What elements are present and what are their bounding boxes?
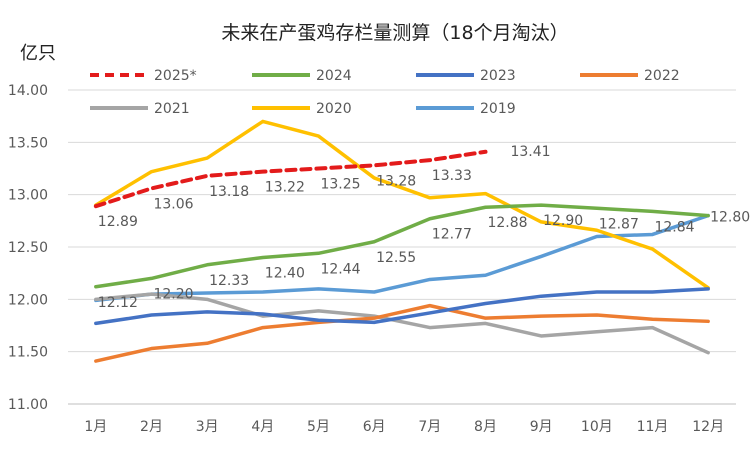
x-tick-label: 10月 <box>581 419 613 435</box>
data-label: 12.89 <box>98 214 138 230</box>
legend-label: 2024 <box>316 68 352 84</box>
x-tick-label: 12月 <box>692 419 724 435</box>
y-tick-label: 13.50 <box>8 135 48 151</box>
x-tick-label: 9月 <box>530 419 553 435</box>
data-label: 13.06 <box>153 196 193 212</box>
data-label: 12.80 <box>710 210 750 226</box>
y-tick-label: 12.00 <box>8 292 48 308</box>
data-label: 13.28 <box>376 173 416 189</box>
data-label: 13.18 <box>209 184 249 200</box>
y-tick-label: 13.00 <box>8 188 48 204</box>
data-label: 12.55 <box>376 250 416 266</box>
x-tick-label: 8月 <box>474 419 497 435</box>
legend: 2025* 2024 2023 2022 2021 2020 2019 <box>90 68 680 117</box>
legend-label: 2022 <box>644 68 680 84</box>
series-lines <box>93 119 710 363</box>
data-label: 12.87 <box>599 216 639 232</box>
legend-label: 2020 <box>316 101 352 117</box>
series-line-2022 <box>94 303 710 363</box>
y-tick-label: 11.50 <box>8 345 48 361</box>
legend-label: 2025* <box>154 68 197 84</box>
data-label: 13.41 <box>510 144 550 160</box>
x-tick-label: 7月 <box>418 419 441 435</box>
x-axis: 1月 2月 3月 4月 5月 6月 7月 8月 9月 10月 11月 12月 <box>84 419 724 435</box>
y-tick-label: 11.00 <box>8 397 48 413</box>
x-tick-label: 11月 <box>637 419 669 435</box>
x-tick-label: 3月 <box>196 419 219 435</box>
x-tick-label: 6月 <box>363 419 386 435</box>
y-tick-label: 12.50 <box>8 240 48 256</box>
x-tick-label: 2月 <box>140 419 163 435</box>
data-label: 12.40 <box>265 265 305 281</box>
grid <box>68 89 736 405</box>
series-line-2025 <box>93 149 488 209</box>
data-label: 12.20 <box>153 286 193 302</box>
y-axis: 11.00 11.50 12.00 12.50 13.00 13.50 14.00 <box>8 83 48 413</box>
data-label: 13.33 <box>432 168 472 184</box>
legend-label: 2023 <box>480 68 516 84</box>
legend-label: 2021 <box>154 101 190 117</box>
data-label: 13.25 <box>320 177 360 193</box>
data-label: 12.84 <box>654 219 694 235</box>
data-label: 13.22 <box>265 180 305 196</box>
chart-title: 未来在产蛋鸡存栏量测算（18个月淘汰） <box>221 22 568 44</box>
data-labels: 12.89 13.06 13.18 13.22 13.25 13.28 13.33 13.41… <box>98 144 750 311</box>
series-line-2019 <box>94 213 710 303</box>
series-line-2024 <box>94 203 710 289</box>
data-label: 12.44 <box>320 261 360 277</box>
data-label: 12.77 <box>432 227 472 243</box>
y-axis-unit: 亿只 <box>20 43 56 64</box>
legend-label: 2019 <box>480 101 516 117</box>
x-tick-label: 4月 <box>251 419 274 435</box>
y-tick-label: 14.00 <box>8 83 48 99</box>
data-label: 12.12 <box>98 295 138 311</box>
data-label: 12.90 <box>543 213 583 229</box>
x-tick-label: 5月 <box>307 419 330 435</box>
series-line-2023 <box>94 287 710 326</box>
series-line-2020 <box>94 119 710 290</box>
data-label: 12.88 <box>487 215 527 231</box>
data-label: 12.33 <box>209 273 249 289</box>
series-line-2021 <box>94 292 710 355</box>
x-tick-label: 1月 <box>84 419 107 435</box>
